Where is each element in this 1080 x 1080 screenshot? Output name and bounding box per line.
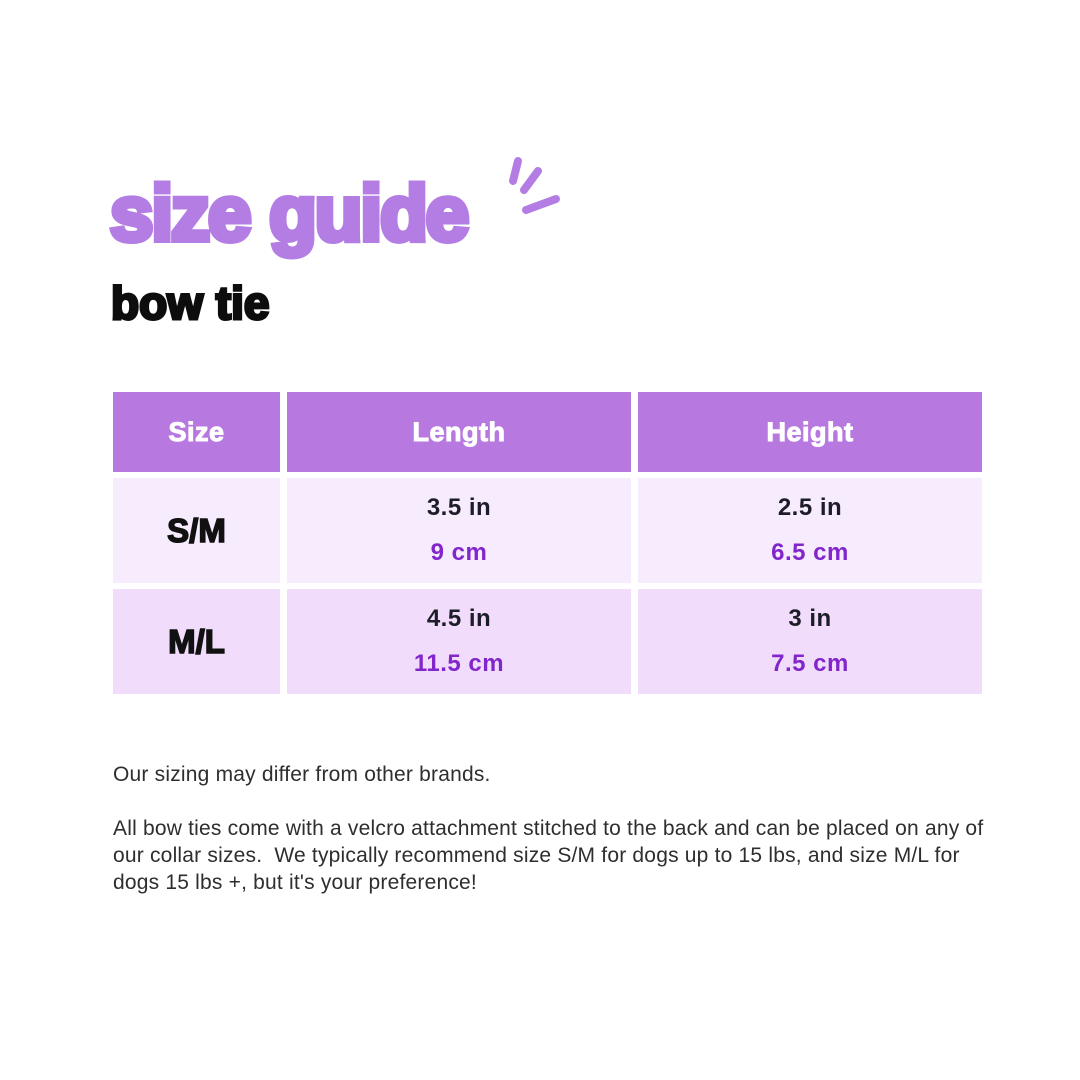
header-cell-size: Size — [113, 392, 280, 472]
header-cell-height: Height — [638, 392, 982, 472]
table-row-ml-size-label: M/L — [113, 589, 280, 694]
table-row-sm-length-cell: 3.5 in 9 cm — [287, 478, 631, 583]
table-row-ml-height-cell: 3 in 7.5 cm — [638, 589, 982, 694]
height-cm-value: 6.5 cm — [771, 539, 849, 566]
height-cm-value: 7.5 cm — [771, 650, 849, 677]
length-cm-value: 11.5 cm — [413, 650, 505, 677]
length-inches-value: 4.5 in — [426, 605, 492, 632]
page-title: size guide — [107, 166, 472, 260]
sizing-disclaimer-text: Our sizing may differ from other brands. — [113, 763, 491, 786]
size-table: Size Length Height S/M 3.5 in 9 cm 2.5 i… — [113, 392, 982, 694]
header-cell-length: Length — [287, 392, 631, 472]
length-inches-value: 3.5 in — [426, 494, 492, 521]
table-row-sm-size-label: S/M — [113, 478, 280, 583]
page-subtitle: bow tie — [109, 276, 270, 331]
height-inches-value: 2.5 in — [777, 494, 843, 521]
table-row-ml-length-cell: 4.5 in 11.5 cm — [287, 589, 631, 694]
sparkle-icon — [509, 157, 560, 214]
length-cm-value: 9 cm — [430, 539, 488, 566]
attachment-info-text: All bow ties come with a velcro attachme… — [113, 817, 990, 894]
table-row-sm-height-cell: 2.5 in 6.5 cm — [638, 478, 982, 583]
height-inches-value: 3 in — [788, 605, 832, 632]
